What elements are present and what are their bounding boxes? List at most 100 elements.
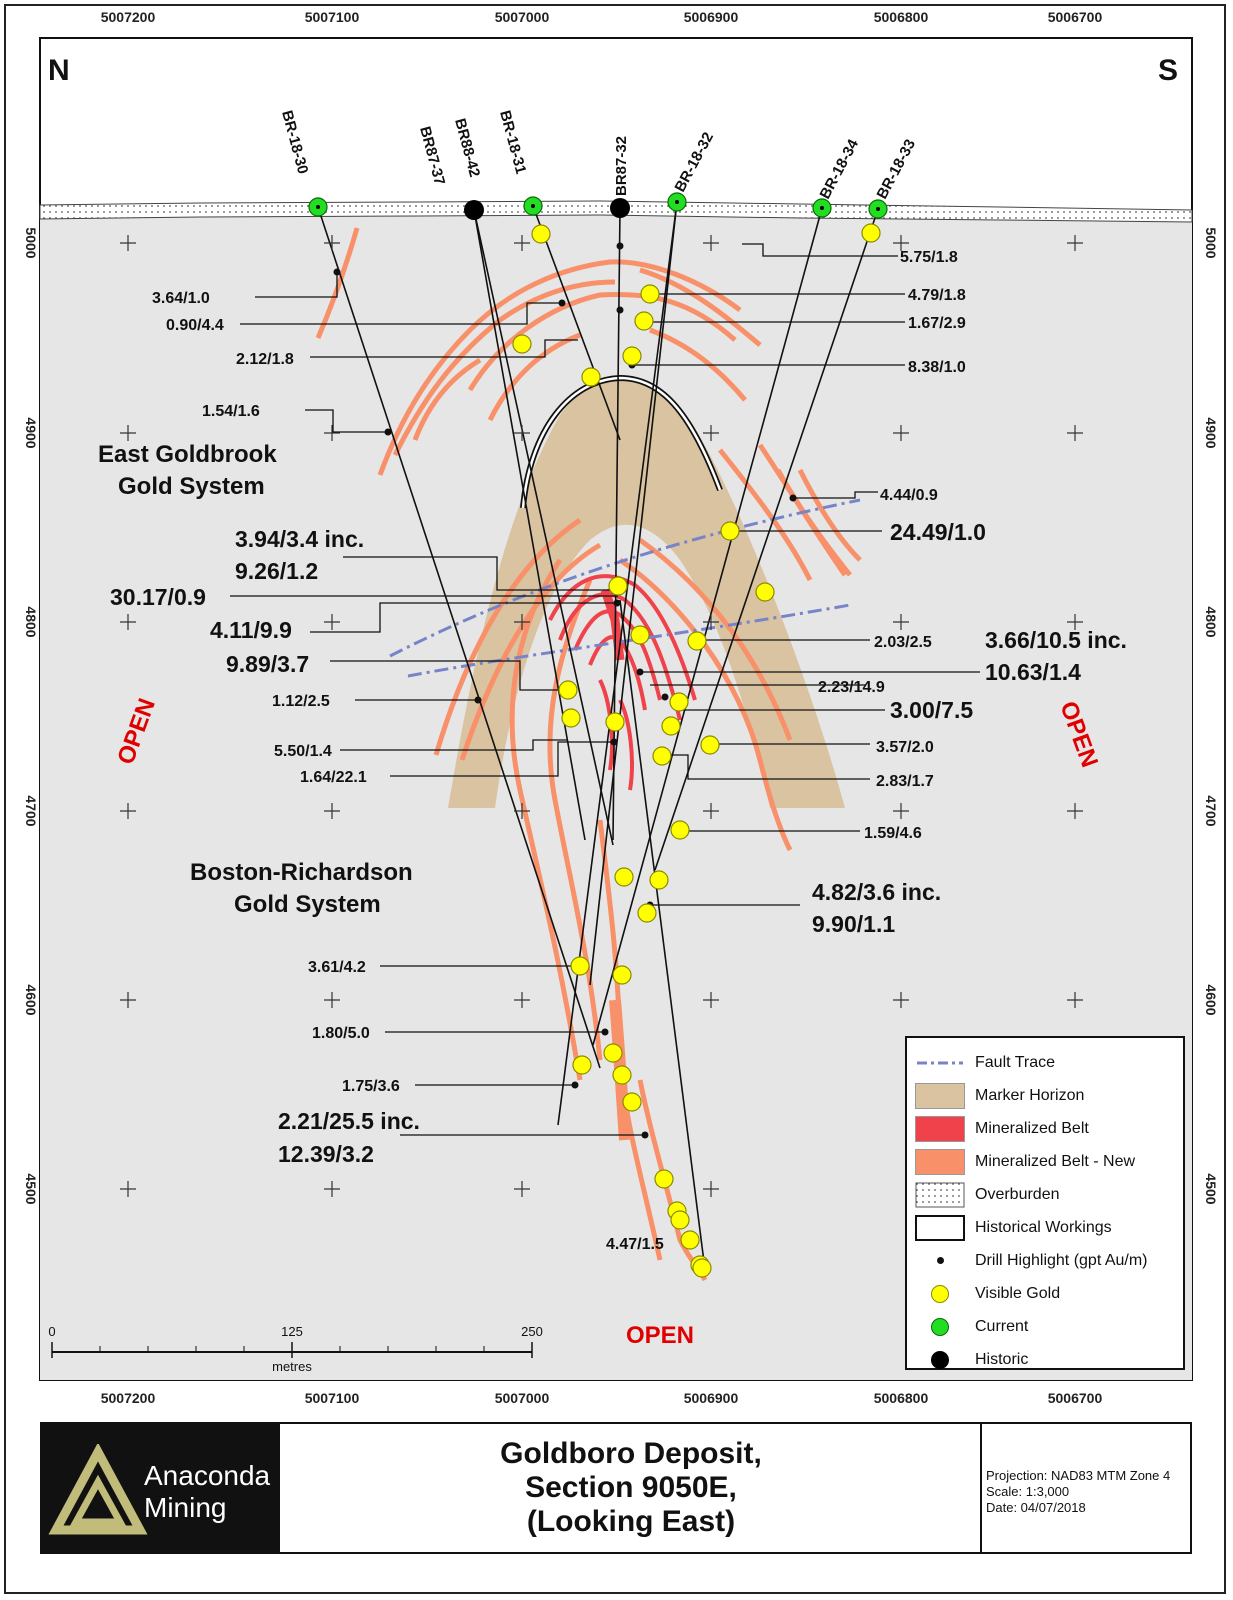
top-axis-tick: 5006900 [684,9,739,25]
figure-frame [4,4,1226,1594]
left-axis-tick: 4700 [23,795,39,826]
triangle-logo-icon [48,1444,148,1535]
legend-item-visible-gold: Visible Gold [915,1277,1175,1310]
visible-gold-icon [915,1281,965,1307]
intercept-label: 30.17/0.9 [110,584,206,610]
intercept-label: 4.44/0.9 [880,487,938,504]
legend-item-historical-workings: Historical Workings [915,1211,1175,1244]
legend-item-drill-highlight: Drill Highlight (gpt Au/m) [915,1244,1175,1277]
marker-horizon [448,377,845,808]
intercept-label: 8.38/1.0 [908,359,966,376]
visible-gold-markers [512,223,881,1278]
bottom-axis: 5007200 5007100 5007000 5006900 5006800 … [101,1390,1103,1406]
drill-trace-deep [619,599,706,1271]
intercept-label: 1.59/4.6 [864,825,922,842]
north-label: N [48,54,70,87]
boston-richardson-label: Gold System [234,891,381,918]
legend-label: Marker Horizon [975,1086,1085,1104]
intercept-label: 5.75/1.8 [900,249,958,266]
intercept-label: 12.39/3.2 [278,1141,374,1167]
intercept-label: 1.75/3.6 [342,1078,400,1095]
intercept-label: 9.90/1.1 [812,911,895,937]
intercept-label: 2.21/25.5 inc. [278,1108,420,1134]
drill-trace-br88-42 [473,209,614,846]
intercept-label: 1.64/22.1 [300,769,367,786]
intercept-leaders [230,243,980,1136]
left-axis-tick: 4800 [23,606,39,637]
boston-richardson-label: Boston-Richardson [190,859,413,886]
bottom-axis-tick: 5007200 [101,1390,156,1406]
company-name-line: Mining [144,1492,227,1523]
drill-traces [317,201,879,1271]
date-text: Date: 04/07/2018 [986,1500,1086,1515]
east-goldbrook-label: East Goldbrook [98,441,277,468]
company-name: Anaconda Mining [144,1460,270,1524]
title-line: Section 9050E, [525,1471,737,1504]
intercept-label: 3.94/3.4 inc. [235,526,364,552]
overburden-swatch [915,1182,965,1208]
left-axis-tick: 4900 [23,417,39,448]
right-axis-tick: 4500 [1203,1173,1219,1204]
intercept-label: 9.26/1.2 [235,558,318,584]
intercept-label: 4.11/9.9 [210,617,292,643]
mineralized-belt-swatch [915,1115,965,1142]
intercept-label: 1.12/2.5 [272,693,330,710]
projection-info: Projection: NAD83 MTM Zone 4 Scale: 1:3,… [986,1468,1170,1516]
top-axis: 5007200 5007100 5007000 5006900 5006800 … [101,9,1103,25]
legend-item-historic: Historic [915,1343,1175,1376]
legend-label: Historic [975,1350,1029,1368]
scale-unit: metres [272,1359,312,1374]
intercept-label: 1.80/5.0 [312,1025,370,1042]
legend-item-mineralized-belt: Mineralized Belt [915,1112,1175,1145]
legend-item-current: Current [915,1310,1175,1343]
top-axis-tick: 5006700 [1048,9,1103,25]
drill-trace-br-18-34 [592,207,823,1046]
right-axis: 5000 4900 4800 4700 4600 4500 [1203,227,1219,1204]
title-line: (Looking East) [526,1505,736,1538]
scale-bar: 0 125 250 metres [48,1324,542,1374]
gold-system-labels: East Goldbrook Gold System Boston-Richar… [98,441,413,918]
mineralized-belt-new-swatch [915,1148,965,1175]
top-axis-tick: 5007000 [495,9,550,25]
left-axis: 5000 4900 4800 4700 4600 4500 [23,227,39,1204]
east-goldbrook-label: Gold System [118,473,265,500]
intercept-labels-left-large: 3.94/3.4 inc. 9.26/1.2 30.17/0.9 4.11/9.… [110,526,420,1167]
left-axis-tick: 4600 [23,984,39,1015]
historical-workings-inner [521,376,722,509]
legend-label: Drill Highlight (gpt Au/m) [975,1251,1148,1269]
right-axis-tick: 4900 [1203,417,1219,448]
right-axis-tick: 4600 [1203,984,1219,1015]
intercept-label: 3.00/7.5 [890,697,973,723]
intercept-label: 24.49/1.0 [890,519,986,545]
left-axis-tick: 5000 [23,227,39,258]
legend-item-mineralized-belt-new: Mineralized Belt - New [915,1145,1175,1178]
intercept-label: 4.47/1.5 [606,1236,664,1253]
current-hole-icon [915,1314,965,1340]
bottom-axis-tick: 5007000 [495,1390,550,1406]
legend-item-marker-horizon: Marker Horizon [915,1079,1175,1112]
intercept-label: 1.67/2.9 [908,315,966,332]
legend: Fault Trace Marker Horizon Mineralized B… [905,1036,1185,1370]
south-label: S [1158,54,1178,87]
legend-label: Overburden [975,1185,1060,1203]
historical-workings-swatch [915,1214,965,1241]
bottom-axis-tick: 5007100 [305,1390,360,1406]
intercept-label: 0.90/4.4 [166,317,224,334]
legend-item-fault-trace: Fault Trace [915,1046,1175,1079]
intercept-label: 2.83/1.7 [876,773,934,790]
company-name-line: Anaconda [144,1460,271,1491]
bottom-axis-tick: 5006700 [1048,1390,1103,1406]
scale-tick: 250 [521,1324,543,1339]
legend-label: Mineralized Belt [975,1119,1089,1137]
figure-title: Goldboro Deposit, Section 9050E, (Lookin… [282,1424,982,1552]
intercept-label: 3.64/1.0 [152,290,210,307]
company-logo: Anaconda Mining [42,1424,280,1552]
drill-trace-br-18-30 [317,206,601,1069]
hole-label: BR87-32 [613,136,630,196]
grid-crosses [120,235,1083,1197]
intercept-labels-left: 3.64/1.0 0.90/4.4 2.12/1.8 1.54/1.6 1.12… [152,290,664,1253]
intercept-label: 9.89/3.7 [226,651,309,677]
intercept-label: 3.57/2.0 [876,739,934,756]
drill-collars [308,192,888,220]
top-axis-tick: 5007200 [101,9,156,25]
